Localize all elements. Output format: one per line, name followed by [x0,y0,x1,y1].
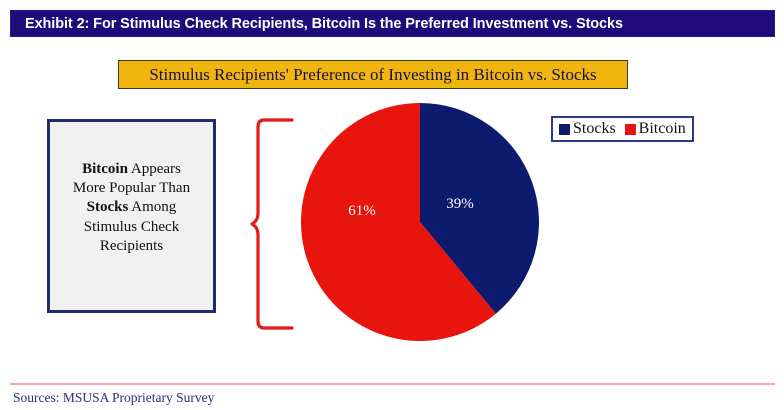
callout-text: Bitcoin Appears More Popular Than Stocks… [65,160,198,272]
pie-slice-stocks [420,103,539,314]
exhibit-title-banner: Exhibit 2: For Stimulus Check Recipients… [10,10,775,37]
chart-subtitle-box: Stimulus Recipients' Preference of Inves… [118,60,628,89]
footer-divider [10,383,775,385]
pie-slice-bitcoin [300,102,496,342]
page-title: Exhibit 2: For Stimulus Check Recipients… [25,15,623,32]
callout-line3-rest: Among [128,199,177,216]
callout-emphasis-bitcoin: Bitcoin [82,161,128,178]
legend-swatch-stocks [559,123,570,135]
callout-line5: Recipients [99,237,164,254]
chart-legend: Stocks Bitcoin [551,116,694,142]
sources-note: Sources: MSUSA Proprietary Survey [13,390,215,405]
pie-chart: 39% 61% [300,102,540,342]
legend-label-bitcoin: Bitcoin [638,120,686,137]
legend-item-bitcoin: Bitcoin [624,120,686,138]
pie-label-stocks: 39% [446,196,474,212]
callout-line4: Stimulus Check [83,218,180,235]
callout-line2: More Popular Than [72,180,191,197]
callout-line1-rest: Appears [127,161,181,178]
pie-label-bitcoin: 61% [348,203,376,219]
legend-swatch-bitcoin [624,123,636,135]
callout-emphasis-stocks: Stocks [86,199,129,216]
callout-box: Bitcoin Appears More Popular Than Stocks… [47,119,216,313]
legend-label-stocks: Stocks [573,120,616,137]
chart-subtitle: Stimulus Recipients' Preference of Inves… [149,64,597,84]
curly-brace-icon [250,118,294,330]
legend-item-stocks: Stocks [559,120,616,138]
